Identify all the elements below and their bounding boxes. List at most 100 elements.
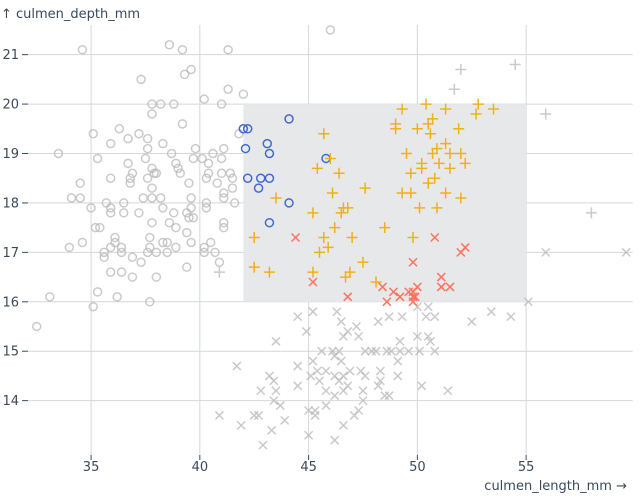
data-point-chinstrap bbox=[509, 59, 521, 71]
data-point-adelie bbox=[145, 242, 155, 253]
data-point-adelie bbox=[242, 173, 253, 183]
data-point-gentoo bbox=[256, 386, 266, 396]
brush-selection[interactable] bbox=[243, 104, 527, 302]
unselected-points bbox=[31, 25, 631, 450]
x-tick-label: 45 bbox=[300, 460, 317, 475]
data-point-chinstrap bbox=[420, 98, 432, 110]
data-point-adelie bbox=[262, 138, 273, 149]
data-point-adelie bbox=[158, 237, 168, 248]
data-point-adelie bbox=[179, 69, 190, 80]
data-point-adelie bbox=[105, 138, 116, 149]
data-point-gentoo bbox=[375, 376, 385, 386]
data-point-adelie bbox=[64, 242, 75, 253]
data-point-adelie bbox=[219, 217, 229, 228]
data-point-chinstrap bbox=[342, 202, 354, 214]
data-point-adelie bbox=[182, 227, 192, 238]
data-point-chinstrap bbox=[307, 207, 319, 219]
data-point-gentoo bbox=[308, 277, 318, 287]
data-point-gentoo bbox=[423, 302, 433, 312]
data-point-chinstrap bbox=[414, 202, 426, 214]
data-point-gentoo bbox=[254, 410, 264, 420]
data-point-adelie bbox=[155, 99, 166, 109]
data-point-adelie bbox=[184, 213, 194, 223]
data-point-gentoo bbox=[351, 321, 361, 332]
y-tick-label: 20 bbox=[2, 98, 19, 113]
data-point-chinstrap bbox=[422, 177, 434, 189]
data-point-adelie bbox=[166, 148, 177, 159]
data-point-adelie bbox=[158, 203, 168, 213]
data-point-gentoo bbox=[321, 401, 331, 411]
data-point-gentoo bbox=[293, 312, 303, 322]
data-point-chinstrap bbox=[440, 138, 452, 150]
data-point-adelie bbox=[201, 173, 212, 183]
data-point-chinstrap bbox=[405, 187, 417, 199]
data-point-gentoo bbox=[430, 312, 440, 322]
data-point-chinstrap bbox=[453, 123, 465, 135]
y-tick-label: 15 bbox=[2, 345, 19, 360]
data-point-gentoo bbox=[249, 410, 259, 420]
data-point-chinstrap bbox=[311, 162, 323, 174]
data-point-chinstrap bbox=[213, 266, 225, 278]
data-point-chinstrap bbox=[324, 152, 336, 164]
data-point-adelie bbox=[199, 242, 209, 253]
data-point-adelie bbox=[214, 257, 225, 267]
data-point-adelie bbox=[186, 203, 196, 213]
data-point-adelie bbox=[151, 272, 162, 282]
data-point-gentoo bbox=[330, 435, 340, 445]
data-point-gentoo bbox=[445, 282, 455, 292]
data-point-adelie bbox=[140, 153, 151, 164]
data-point-chinstrap bbox=[329, 222, 341, 234]
data-point-adelie bbox=[171, 242, 181, 253]
data-point-adelie bbox=[142, 173, 153, 183]
data-point-adelie bbox=[125, 178, 135, 188]
data-point-adelie bbox=[110, 232, 120, 243]
data-point-adelie bbox=[90, 222, 101, 233]
data-point-adelie bbox=[151, 168, 162, 179]
data-point-adelie bbox=[234, 128, 244, 139]
data-point-gentoo bbox=[421, 312, 431, 322]
y-tick-label: 19 bbox=[2, 147, 19, 162]
data-point-adelie bbox=[264, 217, 275, 228]
data-point-gentoo bbox=[343, 292, 353, 302]
data-point-chinstrap bbox=[459, 157, 471, 169]
y-axis: 14 15 16 17 18 19 20 21 bbox=[2, 48, 28, 409]
data-point-adelie bbox=[147, 193, 157, 203]
data-point-gentoo bbox=[404, 287, 414, 297]
data-point-chinstrap bbox=[455, 148, 467, 160]
data-point-adelie bbox=[223, 84, 233, 95]
data-point-chinstrap bbox=[340, 271, 352, 283]
data-point-adelie bbox=[186, 64, 196, 75]
data-point-gentoo bbox=[330, 391, 340, 401]
data-point-gentoo bbox=[410, 292, 420, 302]
data-point-adelie bbox=[175, 168, 186, 179]
data-point-adelie bbox=[134, 128, 144, 139]
y-tick-label: 21 bbox=[2, 48, 19, 63]
data-point-gentoo bbox=[334, 376, 344, 386]
data-point-chinstrap bbox=[424, 128, 436, 140]
data-point-gentoo bbox=[330, 351, 340, 361]
data-point-chinstrap bbox=[379, 222, 391, 234]
data-point-adelie bbox=[238, 89, 249, 99]
x-axis-label: culmen_length_mm → bbox=[484, 479, 627, 494]
data-point-chinstrap bbox=[327, 187, 339, 199]
data-point-adelie bbox=[188, 213, 199, 223]
data-point-gentoo bbox=[393, 356, 403, 366]
data-point-adelie bbox=[229, 198, 240, 208]
data-point-adelie bbox=[201, 198, 212, 208]
data-point-adelie bbox=[225, 168, 236, 179]
data-point-chinstrap bbox=[357, 256, 369, 268]
data-point-adelie bbox=[88, 128, 99, 139]
data-point-adelie bbox=[92, 287, 103, 297]
data-point-gentoo bbox=[384, 391, 394, 401]
data-point-adelie bbox=[99, 252, 109, 263]
data-point-gentoo bbox=[308, 356, 318, 366]
data-point-adelie bbox=[114, 124, 125, 134]
x-tick-label: 35 bbox=[83, 460, 100, 475]
data-point-gentoo bbox=[338, 386, 348, 396]
data-point-gentoo bbox=[523, 297, 533, 307]
data-point-adelie bbox=[164, 217, 175, 228]
data-point-adelie bbox=[105, 267, 116, 277]
data-point-adelie bbox=[162, 237, 172, 248]
data-point-gentoo bbox=[412, 282, 422, 292]
data-point-chinstrap bbox=[487, 103, 499, 115]
